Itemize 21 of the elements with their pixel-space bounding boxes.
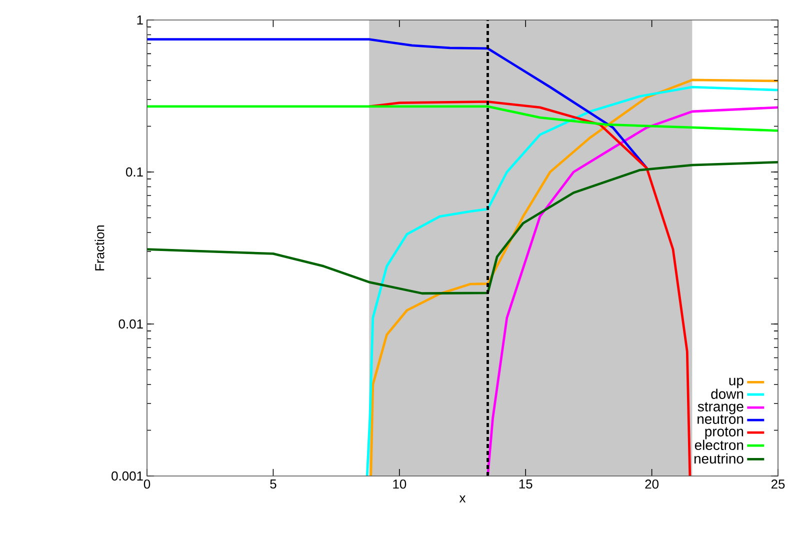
legend-label: neutrino xyxy=(694,453,744,464)
legend-label: proton xyxy=(705,427,744,440)
y-axis-title: Fraction xyxy=(94,225,104,270)
legend-label: strange xyxy=(698,402,744,414)
x-tick-label: 10 xyxy=(393,480,406,489)
x-tick-label: 5 xyxy=(270,480,276,489)
y-tick-label: 1 xyxy=(137,16,143,24)
line-series xyxy=(147,105,778,132)
line-series xyxy=(147,160,778,295)
legend-label: neutron xyxy=(698,414,744,424)
legend-label: down xyxy=(711,388,744,399)
x-tick-label: 25 xyxy=(771,480,785,489)
legend-label: up xyxy=(729,378,744,388)
x-axis-title: x xyxy=(459,496,466,502)
x-tick-label: 0 xyxy=(144,480,150,489)
x-tick-label: 15 xyxy=(519,480,532,489)
legend-label: electron xyxy=(694,440,744,450)
y-tick-label: 0.001 xyxy=(112,471,143,481)
y-tick-label: 0.1 xyxy=(126,167,143,177)
x-tick-label: 20 xyxy=(645,480,659,489)
y-tick-label: 0.01 xyxy=(118,319,143,329)
